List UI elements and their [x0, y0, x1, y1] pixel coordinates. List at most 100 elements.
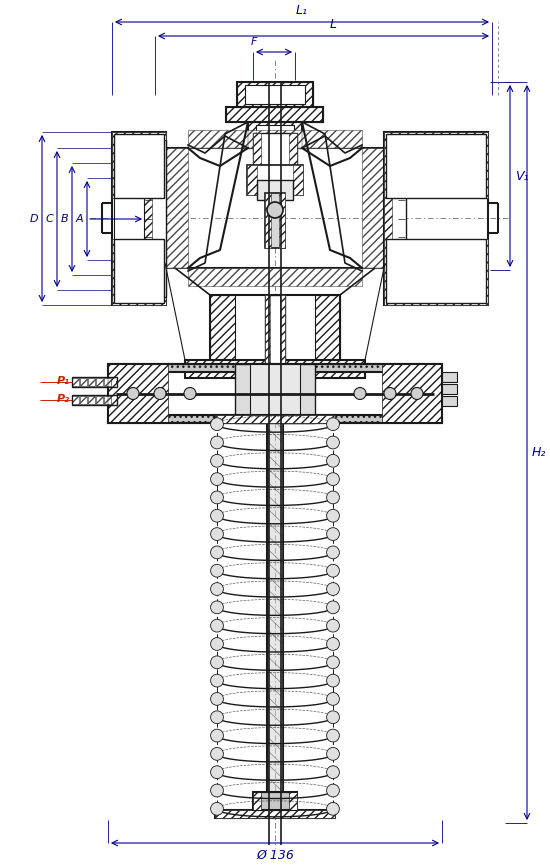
Circle shape: [327, 473, 339, 485]
Bar: [96, 378, 103, 386]
Circle shape: [327, 638, 339, 650]
Bar: [235, 364, 315, 423]
Bar: [104, 396, 111, 404]
Bar: [253, 133, 261, 165]
Bar: [72, 377, 117, 387]
Circle shape: [327, 729, 339, 742]
Circle shape: [327, 601, 339, 614]
Circle shape: [211, 784, 223, 797]
Bar: [289, 133, 297, 165]
Bar: [442, 372, 457, 382]
Bar: [114, 240, 164, 303]
Bar: [265, 295, 270, 370]
Bar: [80, 396, 87, 404]
Circle shape: [327, 693, 339, 706]
Text: C: C: [45, 214, 53, 224]
Bar: [442, 396, 457, 406]
Circle shape: [211, 656, 223, 668]
Bar: [108, 364, 442, 423]
Circle shape: [211, 674, 223, 687]
Bar: [108, 364, 168, 423]
Bar: [88, 378, 95, 386]
Circle shape: [327, 674, 339, 687]
Bar: [289, 792, 297, 810]
Bar: [256, 125, 294, 145]
Bar: [114, 152, 144, 285]
Bar: [185, 360, 365, 378]
Bar: [253, 792, 261, 810]
Circle shape: [211, 564, 223, 577]
Bar: [386, 240, 486, 303]
Bar: [80, 378, 87, 386]
Circle shape: [211, 601, 223, 614]
Text: P₂: P₂: [57, 394, 70, 404]
Bar: [210, 295, 235, 370]
Circle shape: [211, 436, 223, 449]
Bar: [108, 415, 442, 423]
Circle shape: [211, 802, 223, 815]
Bar: [114, 134, 164, 198]
Circle shape: [327, 454, 339, 467]
Bar: [247, 165, 303, 195]
Bar: [386, 134, 486, 198]
Circle shape: [211, 510, 223, 523]
Bar: [237, 82, 313, 107]
Bar: [108, 415, 442, 423]
Bar: [253, 133, 297, 165]
Circle shape: [327, 619, 339, 632]
Circle shape: [211, 418, 223, 431]
Bar: [382, 364, 442, 423]
Bar: [442, 384, 457, 394]
Circle shape: [211, 454, 223, 467]
Bar: [280, 295, 285, 370]
Circle shape: [211, 528, 223, 541]
Circle shape: [154, 387, 166, 399]
Circle shape: [327, 418, 339, 431]
Bar: [268, 415, 282, 818]
Circle shape: [327, 582, 339, 595]
Circle shape: [211, 693, 223, 706]
Circle shape: [127, 387, 139, 399]
Bar: [245, 85, 305, 104]
Bar: [215, 415, 335, 423]
Bar: [188, 268, 362, 286]
Bar: [362, 148, 390, 268]
Circle shape: [267, 202, 283, 218]
Circle shape: [211, 473, 223, 485]
Circle shape: [211, 729, 223, 742]
Circle shape: [211, 747, 223, 760]
Circle shape: [327, 784, 339, 797]
Bar: [88, 396, 95, 404]
Circle shape: [327, 747, 339, 760]
Bar: [265, 193, 285, 248]
Bar: [96, 396, 103, 404]
Text: H₂: H₂: [532, 446, 546, 459]
Bar: [315, 295, 340, 370]
Bar: [293, 165, 303, 195]
Bar: [72, 378, 79, 386]
Text: L₁: L₁: [296, 4, 308, 17]
Bar: [112, 240, 166, 305]
Text: L: L: [330, 18, 337, 31]
Circle shape: [327, 711, 339, 724]
Circle shape: [327, 564, 339, 577]
Bar: [108, 364, 442, 372]
Text: Ø 136: Ø 136: [256, 849, 294, 862]
Circle shape: [327, 436, 339, 449]
Bar: [72, 396, 79, 404]
Bar: [215, 810, 335, 818]
Circle shape: [327, 510, 339, 523]
Circle shape: [384, 387, 396, 399]
Bar: [160, 148, 188, 268]
Bar: [144, 140, 166, 297]
Circle shape: [211, 491, 223, 503]
Bar: [257, 180, 293, 200]
Bar: [108, 364, 442, 372]
Bar: [279, 193, 285, 248]
Circle shape: [211, 619, 223, 632]
Bar: [384, 240, 488, 305]
Bar: [247, 165, 257, 195]
Bar: [250, 364, 300, 423]
Text: A: A: [75, 214, 83, 224]
Bar: [248, 122, 302, 148]
